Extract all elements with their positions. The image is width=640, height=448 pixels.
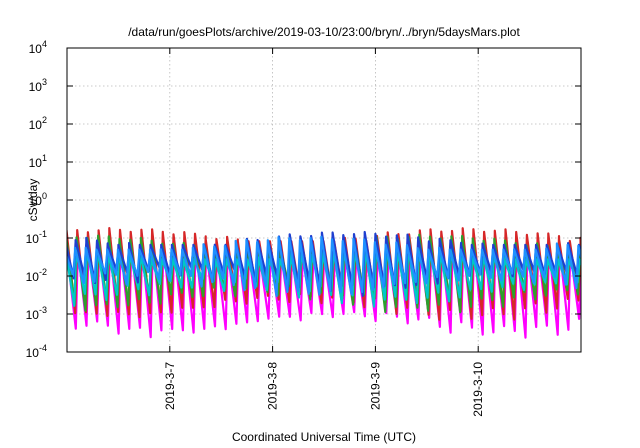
series-line [67, 235, 581, 298]
y-axis-label: cSv/day [26, 179, 40, 222]
y-axis: 104 103 102 101 100 10-1 10-2 10-3 10-4 [26, 39, 581, 360]
y-tick-label: 10-3 [26, 305, 47, 322]
y-tick-label: 101 [29, 153, 47, 170]
y-tick-label: 100 [29, 191, 47, 208]
y-tick-label: 102 [29, 115, 47, 132]
y-tick-label: 10-4 [26, 343, 47, 360]
x-tick-label: 2019-3-9 [368, 362, 382, 410]
y-tick-label: 10-1 [26, 229, 47, 246]
y-tick-label: 104 [29, 39, 47, 56]
x-tick-label: 2019-3-7 [163, 362, 177, 410]
x-tick-label: 2019-3-8 [266, 362, 280, 410]
x-axis: 2019-3-7 2019-3-8 2019-3-9 2019-3-10 [163, 48, 485, 417]
y-tick-label: 10-2 [26, 267, 47, 284]
chart-title: /data/run/goesPlots/archive/2019-03-10/2… [128, 25, 520, 39]
y-tick-label: 103 [29, 77, 47, 94]
series-layer [67, 227, 581, 339]
x-tick-label: 2019-3-10 [471, 362, 485, 417]
x-axis-label: Coordinated Universal Time (UTC) [232, 430, 416, 444]
